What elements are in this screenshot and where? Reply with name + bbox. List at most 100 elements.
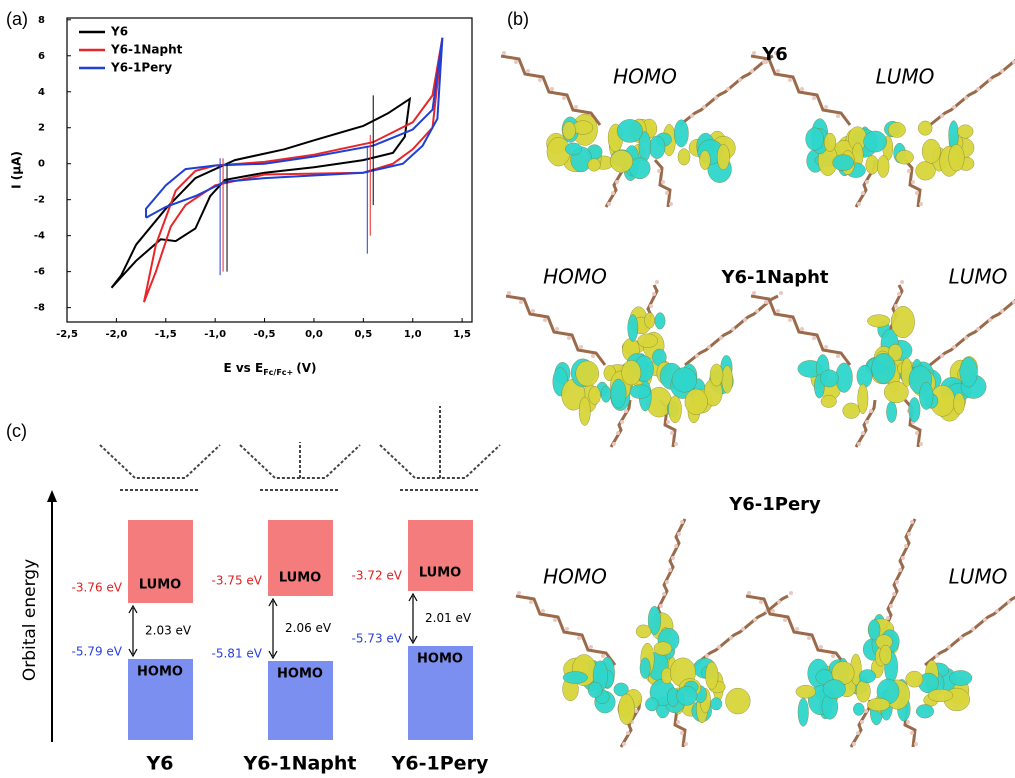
orbital-lobe [622,360,641,385]
lumo-box-label: LUMO [279,571,321,586]
hydrogen [983,618,987,622]
energy-axis-label: Orbital energy [20,559,40,681]
hydrogen [783,618,787,622]
hydrogen [502,51,506,55]
hydrogen [526,69,530,73]
orbital-lobe [726,688,751,714]
hydrogen [907,532,911,536]
x-tick-label: -2,0 [105,329,127,340]
orbital-lobe [628,315,638,342]
hydrogen [624,409,628,413]
hydrogen [906,720,910,724]
hydrogen [995,609,999,613]
structure-sketch [100,445,220,490]
energy-arrowhead [47,490,57,502]
structure-sketch [240,442,360,490]
hydrogen [565,627,569,631]
hydrogen [669,202,673,206]
lumo-label: LUMO [949,265,1008,289]
hydrogen [807,636,811,640]
hydrogen [662,592,666,596]
orbital-lobe [888,122,905,137]
hydrogen [789,591,793,595]
orbital-lobe [644,313,654,329]
hydrogen [812,336,816,340]
hydrogen [910,731,914,735]
hydrogen [729,636,733,640]
orbital-lobe [928,689,953,702]
hydrogen [1000,69,1004,73]
x-tick-label: 0,5 [354,329,372,340]
hydrogen [819,645,823,649]
hydrogen [670,431,674,435]
orbital-lobe [843,403,860,419]
hydrogen [553,618,557,622]
panel-label: (c) [6,421,27,441]
hydrogen [952,345,956,349]
y-tick-label: -4 [34,231,45,242]
orbital-lobe [576,361,599,386]
orbital-lobe [649,136,665,159]
y-tick-label: 2 [38,123,45,134]
hydrogen [869,409,873,413]
hydrogen [666,420,670,424]
lumo-energy: -3.75 eV [212,574,263,588]
orbital-lobe [610,150,633,172]
orbital-lobe [824,133,836,152]
x-tick-label: 1,5 [453,329,471,340]
cv-curve [112,99,410,288]
orbital-lobe [877,155,889,177]
orbital-lobe [678,149,690,165]
orbital-lobe [722,366,733,394]
hydrogen [915,431,919,435]
hydrogen [836,354,840,358]
hydrogen [695,354,699,358]
hydrogen [612,442,616,446]
orbital-lobe [858,384,868,414]
hydrogen [567,336,571,340]
column-name: Y6 [146,753,174,775]
hydrogen [622,742,626,746]
orbital-lobe [916,704,934,718]
orbital-lobe [674,120,688,147]
hydrogen [898,568,902,572]
hydrogen [886,616,890,620]
hydrogen [776,69,780,73]
homo-box-label: HOMO [277,667,323,682]
hydrogen [865,180,869,184]
hydrogen [562,96,566,100]
orbital-lobe [820,370,838,387]
hydrogen [705,654,709,658]
orbital-lobe [891,306,914,337]
orbital-lobe [833,155,854,171]
hydrogen [591,354,595,358]
hydrogen [901,556,905,560]
hydrogen [771,609,775,613]
column-name: Y6-1Napht [242,753,356,775]
hydrogen [665,191,669,195]
hydrogen [543,318,547,322]
hydrogen [889,604,893,608]
orbital-lobe [601,386,611,403]
hydrogen [626,731,630,735]
hydrogen [824,345,828,349]
panel-label: (a) [6,9,28,29]
orbital-lobe [896,150,914,164]
gap-label: 2.03 eV [145,624,192,638]
hydrogen [919,202,923,206]
orbital-lobe [655,313,665,330]
hydrogen [655,280,659,284]
hydrogen [788,78,792,82]
orbital-lobe [867,315,890,327]
hydrogen [935,654,939,658]
hydrogen [674,544,678,548]
hydrogen [976,87,980,91]
orbital-lobe [654,642,672,656]
hydrogen [665,580,669,584]
hydrogen [743,318,747,322]
orbital-lobe [563,672,588,684]
legend-label: Y6 [110,25,128,39]
hydrogen [907,169,911,173]
alkyl-chain [695,596,788,665]
alkyl-chain [680,56,773,125]
